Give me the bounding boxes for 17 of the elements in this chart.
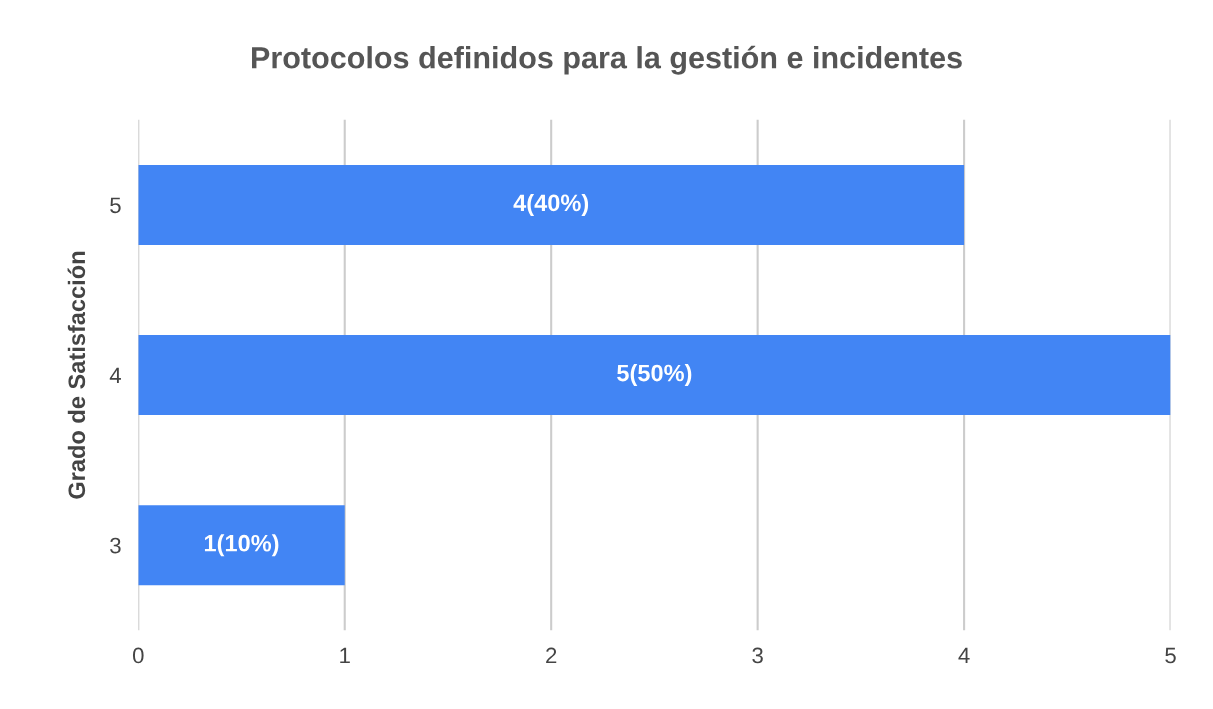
y-tick-label: 3 [110,537,121,554]
chart-title: Protocolos definidos para la gestión e incidentes [252,45,962,75]
x-tick-label: 2 [546,647,557,664]
x-tick-label: 4 [958,647,970,664]
data-label: 4(40%) [513,193,589,216]
y-axis-title: Grado de Satisfacción [67,251,86,499]
bar [138,505,345,586]
x-tick-label: 1 [340,647,350,664]
x-tick-label: 3 [752,647,763,664]
y-tick-label: 5 [110,197,121,214]
bar [138,164,965,245]
data-label: 5(50%) [617,364,692,387]
x-tick-label: 5 [1165,647,1176,664]
y-tick-label: 4 [109,367,121,384]
x-tick-label: 0 [132,647,144,664]
data-label: 1(10%) [204,534,279,557]
bar [138,335,1171,416]
